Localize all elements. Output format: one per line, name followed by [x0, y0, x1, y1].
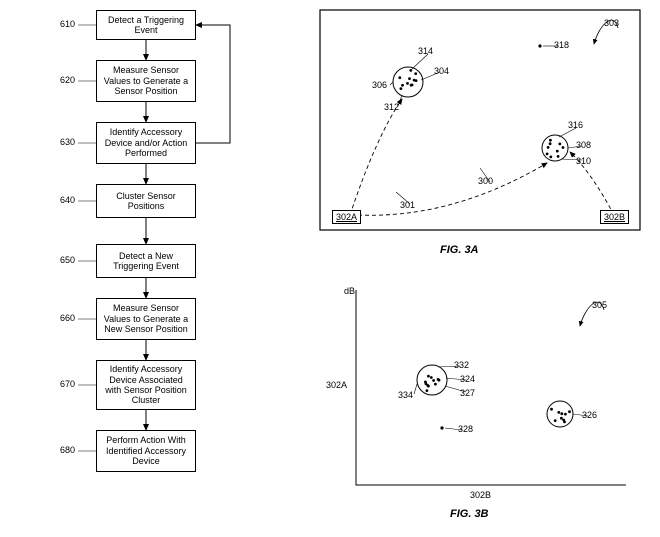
flow-ref-620: 620 [60, 75, 75, 85]
flow-ref-630: 630 [60, 137, 75, 147]
axis-302a-y: 302A [326, 380, 347, 390]
label-318: 318 [554, 40, 569, 50]
flow-step-630: Identify Accessory Device and/or Action … [96, 122, 196, 164]
axis-db: dB [344, 286, 355, 296]
label-308: 308 [576, 140, 591, 150]
flow-step-680: Perform Action With Identified Accessory… [96, 430, 196, 472]
label-312: 312 [384, 102, 399, 112]
flow-step-650: Detect a New Triggering Event [96, 244, 196, 278]
box-302a: 302A [332, 210, 361, 224]
label-300: 300 [478, 176, 493, 186]
label-316: 316 [568, 120, 583, 130]
label-324: 324 [460, 374, 475, 384]
flow-ref-640: 640 [60, 195, 75, 205]
label-326: 326 [582, 410, 597, 420]
label-327: 327 [460, 388, 475, 398]
fig3b-caption: FIG. 3B [450, 508, 489, 520]
label-332: 332 [454, 360, 469, 370]
flow-step-640: Cluster Sensor Positions [96, 184, 196, 218]
flow-step-660: Measure Sensor Values to Generate a New … [96, 298, 196, 340]
axis-302b-x: 302B [470, 490, 491, 500]
flow-ref-680: 680 [60, 445, 75, 455]
flow-ref-610: 610 [60, 19, 75, 29]
fig3a-caption: FIG. 3A [440, 244, 479, 256]
flow-ref-670: 670 [60, 379, 75, 389]
flow-ref-650: 650 [60, 255, 75, 265]
flow-ref-660: 660 [60, 313, 75, 323]
flow-step-670: Identify Accessory Device Associated wit… [96, 360, 196, 410]
label-306: 306 [372, 80, 387, 90]
flow-step-620: Measure Sensor Values to Generate a Sens… [96, 60, 196, 102]
label-334: 334 [398, 390, 413, 400]
flow-step-610: Detect a Triggering Event [96, 10, 196, 40]
page-root: Detect a Triggering Event 610 Measure Sens… [0, 0, 660, 537]
label-304: 304 [434, 66, 449, 76]
label-310: 310 [576, 156, 591, 166]
label-303: 303 [604, 18, 619, 28]
label-314: 314 [418, 46, 433, 56]
label-301: 301 [400, 200, 415, 210]
label-305: 305 [592, 300, 607, 310]
box-302b: 302B [600, 210, 629, 224]
label-328: 328 [458, 424, 473, 434]
